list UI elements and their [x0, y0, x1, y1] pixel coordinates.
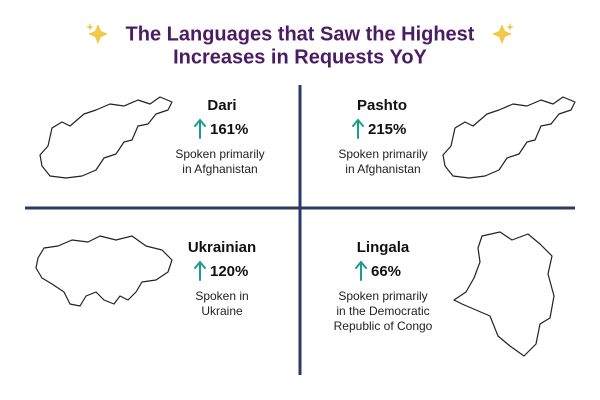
- sparkle-icon: [492, 23, 514, 44]
- sparkle-icon: [86, 23, 108, 44]
- up-arrow: [194, 260, 206, 281]
- change: 215%: [368, 121, 406, 138]
- description: Spoken primarily: [338, 147, 427, 161]
- description: in Afghanistan: [345, 162, 420, 176]
- title-line: Increases in Requests YoY: [173, 46, 427, 68]
- language-name: Pashto: [357, 97, 407, 114]
- up-arrow: [352, 118, 364, 139]
- up-arrow: [194, 118, 206, 139]
- change: 120%: [210, 263, 248, 280]
- description: Republic of Congo: [334, 319, 433, 333]
- language-name: Ukrainian: [188, 239, 256, 256]
- change: 66%: [371, 263, 401, 280]
- description: in Afghanistan: [182, 162, 257, 176]
- drc-map: [453, 231, 555, 357]
- description: in the Democratic: [336, 304, 429, 318]
- description: Spoken primarily: [175, 147, 264, 161]
- up-arrow: [355, 260, 367, 281]
- language-name: Dari: [207, 97, 236, 114]
- ukraine-map: [35, 235, 173, 307]
- title-line: The Languages that Saw the Highest: [126, 23, 475, 45]
- afghanistan-map: [39, 96, 173, 179]
- description: Spoken primarily: [338, 289, 427, 303]
- description: Ukraine: [201, 304, 243, 318]
- language-name: Lingala: [357, 239, 410, 256]
- description: Spoken in: [195, 289, 248, 303]
- afghanistan-map: [442, 96, 576, 179]
- change: 161%: [210, 121, 248, 138]
